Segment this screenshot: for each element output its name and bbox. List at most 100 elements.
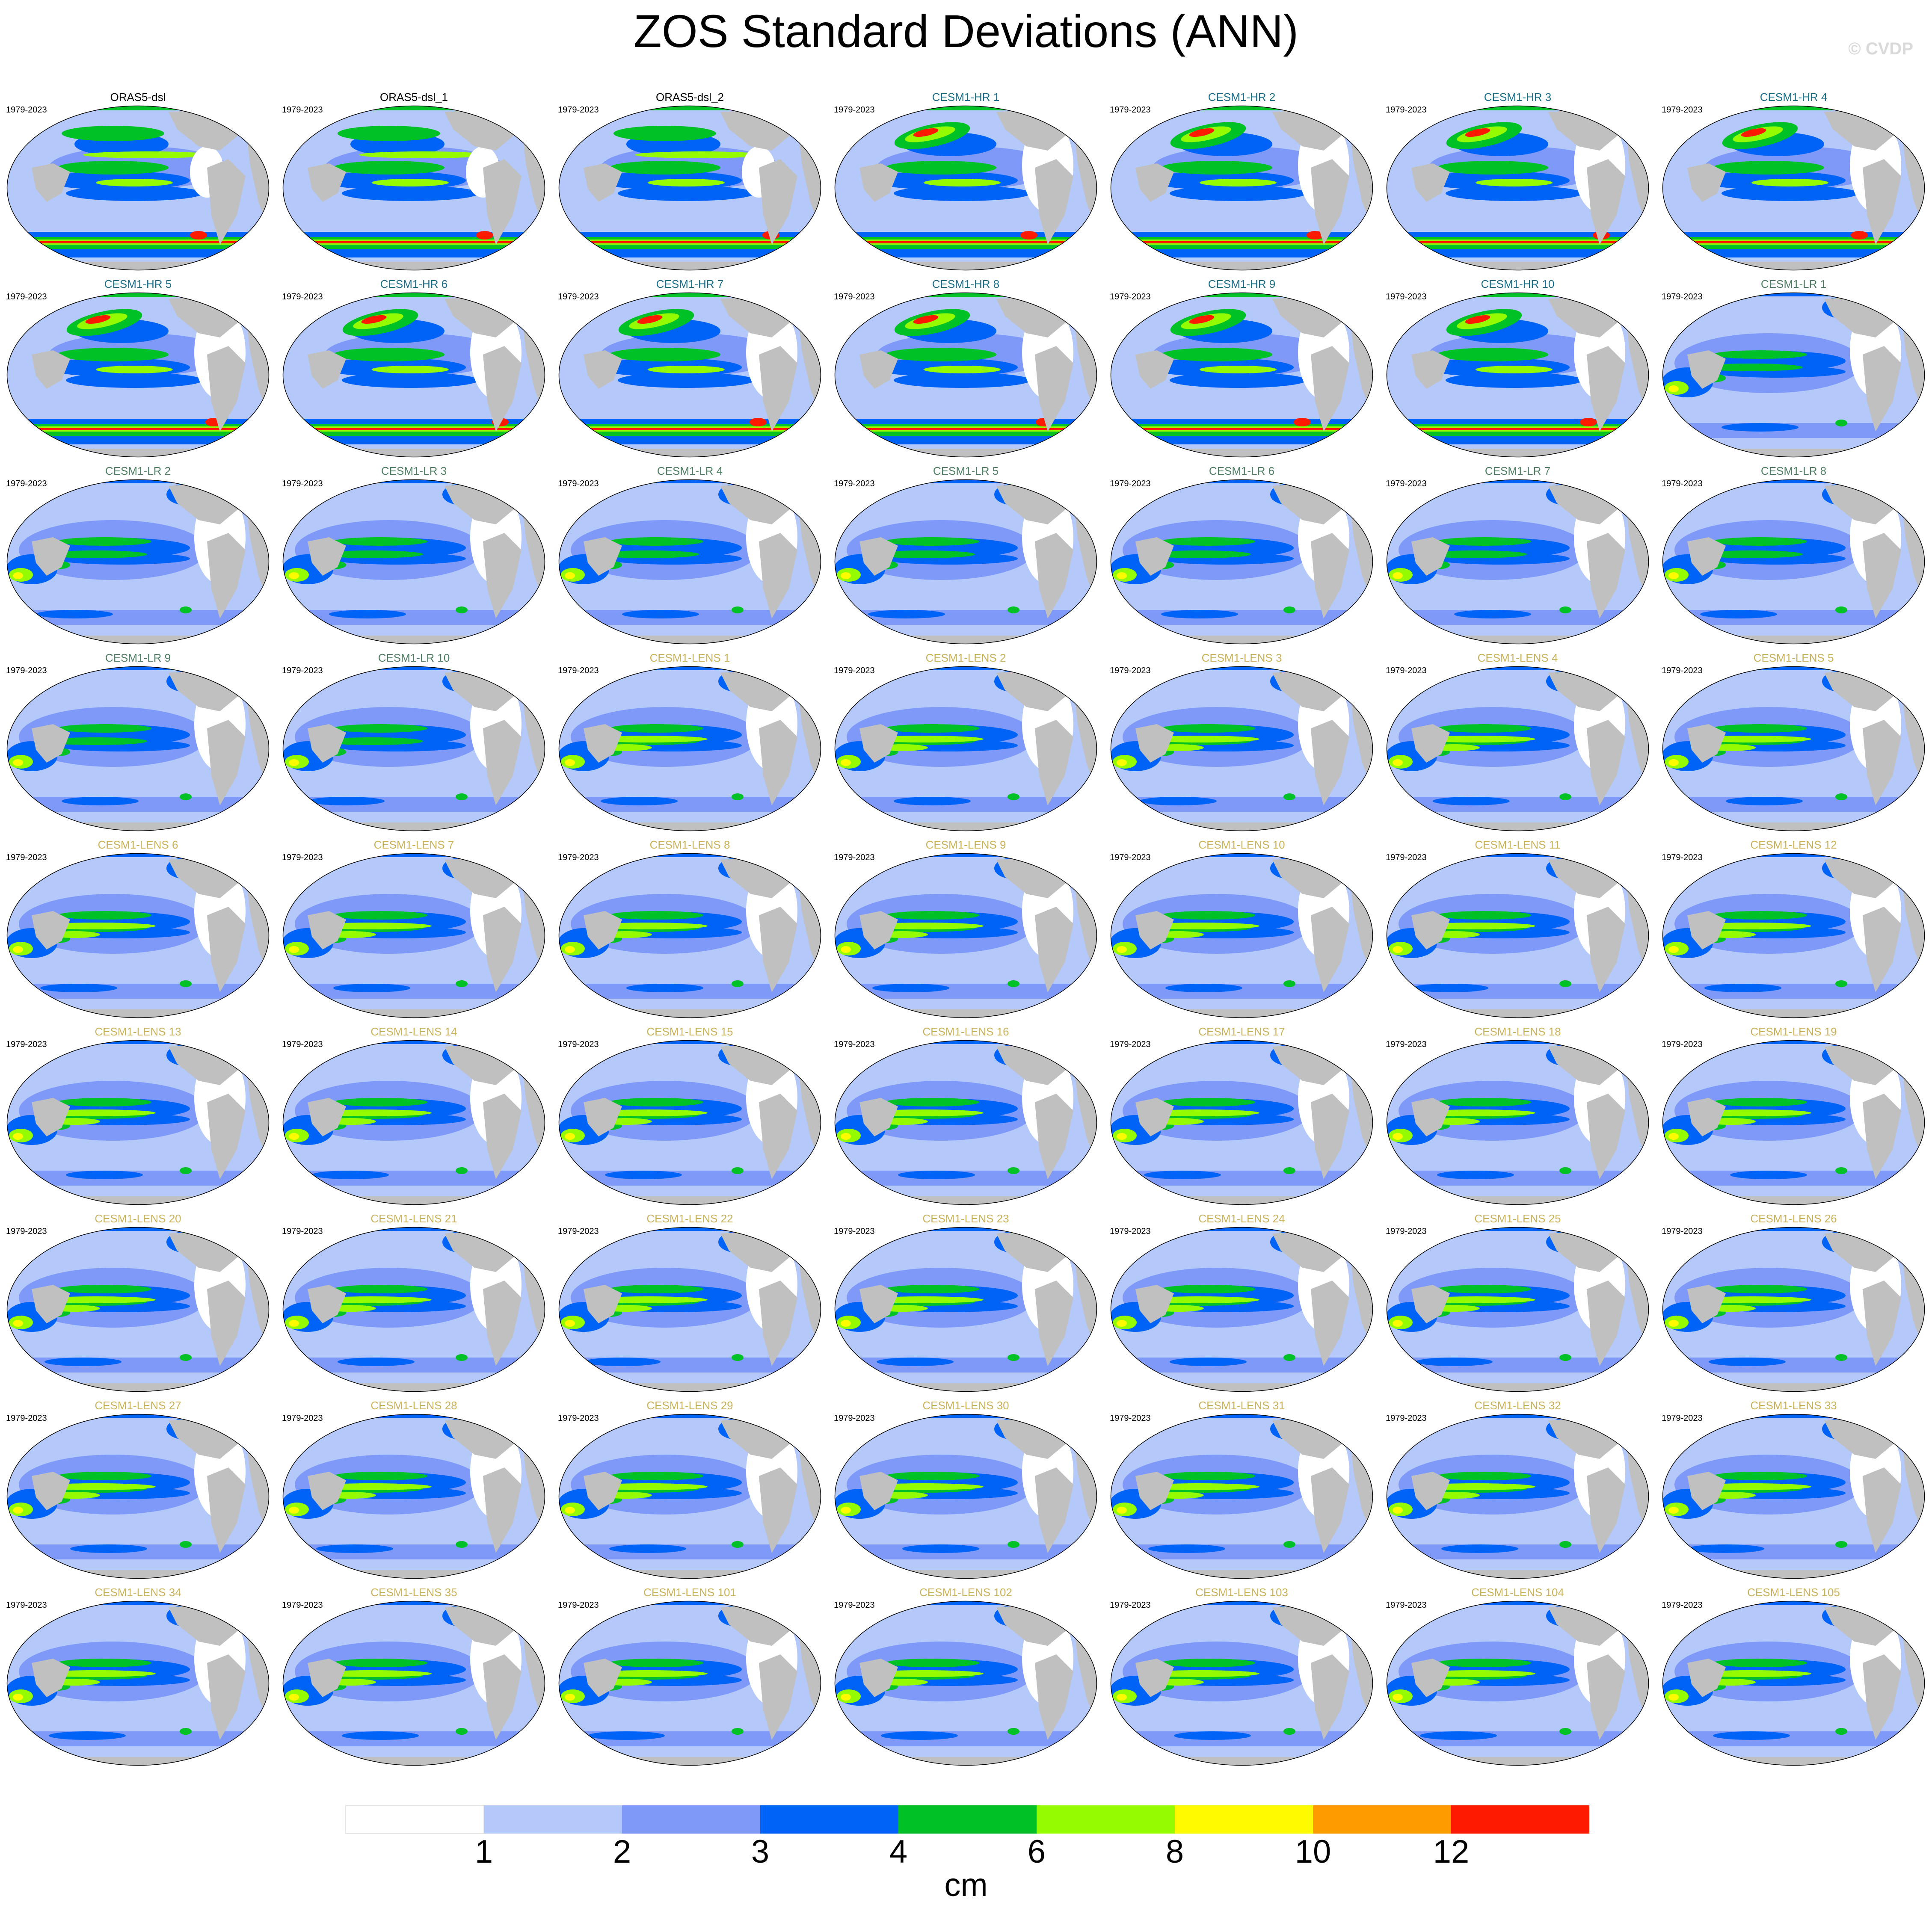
panel-title: CESM1-HR 8 bbox=[932, 278, 1000, 290]
ocean-field bbox=[835, 1227, 1097, 1392]
map-outline bbox=[834, 1600, 1097, 1766]
land-australia bbox=[1135, 537, 1174, 576]
land-south-america bbox=[483, 533, 522, 618]
land-australia bbox=[1411, 537, 1450, 576]
land-antarctica bbox=[835, 822, 1097, 831]
land-antarctica bbox=[835, 1196, 1097, 1205]
land-antarctica bbox=[283, 1570, 545, 1579]
map-panel: CESM1-HR 2 1979-2023 bbox=[1104, 86, 1380, 272]
map-panel: CESM1-LR 3 1979-2023 bbox=[276, 459, 552, 646]
panel-period: 1979-2023 bbox=[1110, 479, 1151, 488]
land-australia bbox=[1687, 163, 1726, 202]
global-map bbox=[834, 853, 1097, 1018]
land-south-america bbox=[207, 1094, 246, 1179]
global-map bbox=[1110, 479, 1373, 645]
map-outline bbox=[834, 1414, 1097, 1579]
map-panel: CESM1-LENS 27 1979-2023 bbox=[0, 1394, 276, 1581]
land-south-america bbox=[1311, 907, 1349, 992]
map-panel: CESM1-LENS 15 1979-2023 bbox=[552, 1020, 828, 1207]
panel-title: CESM1-LENS 16 bbox=[922, 1025, 1009, 1038]
map-panel: CESM1-LENS 102 1979-2023 bbox=[828, 1581, 1104, 1768]
land-antarctica bbox=[1662, 1009, 1925, 1018]
map-outline bbox=[1386, 1227, 1649, 1392]
panel-period: 1979-2023 bbox=[1110, 292, 1151, 302]
map-panel: CESM1-HR 10 1979-2023 bbox=[1380, 272, 1656, 459]
panel-title: CESM1-HR 1 bbox=[932, 91, 1000, 104]
land-south-america bbox=[1311, 1281, 1349, 1366]
map-panel: CESM1-LR 1 1979-2023 bbox=[1656, 272, 1932, 459]
map-outline bbox=[282, 1040, 545, 1205]
land-australia bbox=[584, 1098, 622, 1136]
map-outline bbox=[1386, 1040, 1649, 1205]
map-outline bbox=[1386, 1414, 1649, 1579]
land-antarctica bbox=[1387, 1570, 1649, 1579]
global-map bbox=[6, 1227, 270, 1392]
ocean-field bbox=[1111, 1414, 1373, 1579]
ocean-field bbox=[1387, 1040, 1649, 1205]
map-panel: CESM1-HR 8 1979-2023 bbox=[828, 272, 1104, 459]
map-panel: CESM1-LENS 6 1979-2023 bbox=[0, 833, 276, 1020]
map-panel: CESM1-LENS 16 1979-2023 bbox=[828, 1020, 1104, 1207]
map-outline bbox=[1110, 479, 1373, 645]
panel-period: 1979-2023 bbox=[6, 1600, 47, 1610]
colorbar-tick-label: 3 bbox=[751, 1834, 769, 1870]
ocean-field bbox=[1662, 293, 1925, 457]
global-map bbox=[1110, 853, 1373, 1018]
global-map bbox=[1386, 1414, 1649, 1579]
land-antarctica bbox=[1662, 449, 1925, 457]
map-panel: CESM1-LENS 7 1979-2023 bbox=[276, 833, 552, 1020]
map-panel: CESM1-LENS 11 1979-2023 bbox=[1380, 833, 1656, 1020]
ocean-field bbox=[835, 1040, 1097, 1205]
land-south-america bbox=[1863, 1467, 1901, 1553]
ocean-field bbox=[1387, 666, 1649, 831]
ocean-field bbox=[1111, 1227, 1373, 1392]
land-south-america bbox=[1863, 720, 1901, 805]
global-map bbox=[1386, 479, 1649, 645]
panel-period: 1979-2023 bbox=[558, 853, 599, 862]
land-south-america bbox=[1587, 720, 1625, 805]
map-outline bbox=[558, 1040, 821, 1205]
colorbar: 1 2 3 4 6 8 10 12 cm bbox=[0, 1803, 1932, 1905]
global-map bbox=[1386, 1040, 1649, 1205]
panel-period: 1979-2023 bbox=[558, 666, 599, 675]
map-panel: CESM1-HR 5 1979-2023 bbox=[0, 272, 276, 459]
panel-title: CESM1-LENS 10 bbox=[1198, 838, 1285, 851]
panel-period: 1979-2023 bbox=[1662, 292, 1703, 302]
global-map bbox=[834, 666, 1097, 831]
panel-title: CESM1-HR 3 bbox=[1484, 91, 1552, 104]
map-outline bbox=[1662, 1414, 1925, 1579]
ocean-field bbox=[283, 1040, 545, 1205]
land-south-america bbox=[759, 907, 797, 992]
map-outline bbox=[1110, 1040, 1373, 1205]
global-map bbox=[558, 1414, 821, 1579]
map-outline bbox=[282, 1227, 545, 1392]
land-south-america bbox=[207, 159, 246, 245]
ocean-field bbox=[1111, 1601, 1373, 1766]
land-australia bbox=[308, 724, 346, 763]
land-antarctica bbox=[7, 1757, 269, 1766]
panel-period: 1979-2023 bbox=[1662, 1414, 1703, 1423]
map-panel: CESM1-HR 3 1979-2023 bbox=[1380, 86, 1656, 272]
panel-title: CESM1-LENS 1 bbox=[649, 651, 730, 664]
colorbar-swatch bbox=[622, 1805, 760, 1834]
panel-title: CESM1-LENS 14 bbox=[370, 1025, 457, 1038]
land-antarctica bbox=[1662, 636, 1925, 644]
land-australia bbox=[1135, 1472, 1174, 1510]
map-outline bbox=[1386, 292, 1649, 458]
global-map bbox=[1110, 1414, 1373, 1579]
land-antarctica bbox=[1387, 1757, 1649, 1766]
land-antarctica bbox=[1111, 1757, 1373, 1766]
panel-period: 1979-2023 bbox=[1386, 105, 1427, 115]
global-map bbox=[1386, 105, 1649, 271]
panel-title: CESM1-HR 9 bbox=[1208, 278, 1276, 290]
panel-title: CESM1-LENS 34 bbox=[95, 1586, 181, 1599]
map-outline bbox=[558, 292, 821, 458]
global-map bbox=[6, 1600, 270, 1766]
panel-title: CESM1-LENS 9 bbox=[925, 838, 1006, 851]
map-outline bbox=[834, 479, 1097, 645]
land-antarctica bbox=[559, 636, 821, 644]
map-panel: CESM1-LENS 3 1979-2023 bbox=[1104, 646, 1380, 833]
land-south-america bbox=[207, 533, 246, 618]
land-antarctica bbox=[7, 822, 269, 831]
ocean-field bbox=[283, 666, 545, 831]
